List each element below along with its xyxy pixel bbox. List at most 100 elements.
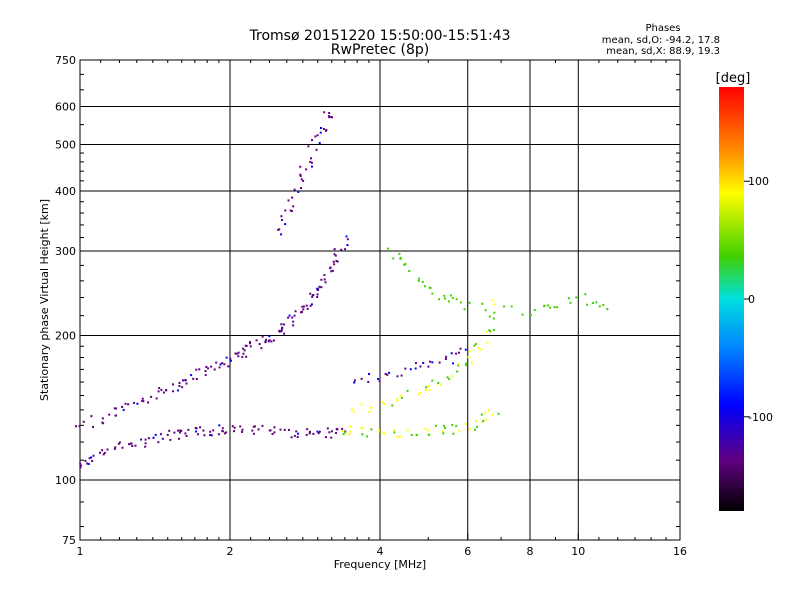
echo-point bbox=[210, 434, 213, 437]
echo-point bbox=[381, 400, 384, 403]
echo-point bbox=[159, 433, 162, 436]
echo-point bbox=[474, 343, 477, 346]
echo-point bbox=[366, 435, 369, 438]
echo-point bbox=[305, 433, 308, 436]
echo-point bbox=[484, 411, 487, 414]
echo-point bbox=[284, 223, 287, 226]
echo-point bbox=[278, 330, 281, 333]
echo-point bbox=[386, 373, 389, 376]
echo-point bbox=[225, 431, 228, 434]
echo-point bbox=[533, 309, 536, 312]
echo-point bbox=[486, 341, 489, 344]
echo-point bbox=[142, 400, 145, 403]
x-axis-ticks: 1 2 4 6 8 10 16 bbox=[77, 60, 687, 558]
echo-point bbox=[457, 351, 460, 354]
echo-point bbox=[487, 409, 490, 412]
colorbar: [deg] 100 0 -100 bbox=[716, 71, 773, 511]
echo-point bbox=[482, 420, 485, 423]
echo-point bbox=[330, 436, 333, 439]
stats-o-mode: mean, sd,O: -94.2, 17.8 bbox=[602, 35, 720, 46]
echo-point bbox=[273, 426, 276, 429]
echo-point bbox=[452, 362, 455, 365]
echo-point bbox=[219, 363, 222, 366]
echo-point bbox=[380, 431, 383, 434]
x-tick-label: 6 bbox=[464, 545, 471, 558]
echo-point bbox=[428, 388, 431, 391]
echo-point bbox=[223, 363, 226, 366]
echo-point bbox=[457, 364, 460, 367]
echo-point bbox=[404, 262, 407, 265]
echo-point bbox=[320, 286, 323, 289]
echo-point bbox=[464, 348, 467, 351]
echo-point bbox=[529, 313, 532, 316]
echo-point bbox=[127, 403, 130, 406]
echo-point bbox=[305, 168, 308, 171]
echo-point bbox=[309, 160, 312, 163]
echo-point bbox=[261, 424, 264, 427]
echo-point bbox=[128, 443, 131, 446]
echo-point bbox=[400, 396, 403, 399]
echo-point bbox=[185, 382, 188, 385]
echo-point bbox=[243, 349, 246, 352]
echo-point bbox=[480, 413, 483, 416]
echo-point bbox=[299, 173, 302, 176]
echo-point bbox=[296, 436, 299, 439]
echo-point bbox=[140, 438, 143, 441]
echo-point bbox=[270, 340, 273, 343]
echo-point bbox=[121, 405, 124, 408]
echo-point bbox=[233, 426, 236, 429]
echo-point bbox=[455, 298, 458, 301]
echo-point bbox=[147, 401, 150, 404]
grid-lines bbox=[80, 60, 680, 540]
echo-point bbox=[318, 430, 321, 433]
echo-point bbox=[141, 399, 144, 402]
echo-point bbox=[406, 429, 409, 432]
echo-point bbox=[448, 378, 451, 381]
echo-point bbox=[252, 425, 255, 428]
echo-point bbox=[323, 278, 326, 281]
echo-point bbox=[312, 432, 315, 435]
echo-point bbox=[388, 371, 391, 374]
echo-point bbox=[445, 355, 448, 358]
echo-point bbox=[438, 298, 441, 301]
echo-point bbox=[278, 228, 281, 231]
echo-point bbox=[79, 464, 82, 467]
echo-point bbox=[484, 418, 487, 421]
echo-point bbox=[199, 426, 202, 429]
echo-point bbox=[323, 111, 326, 114]
echo-point bbox=[242, 352, 245, 355]
echo-point bbox=[168, 429, 171, 432]
echo-point bbox=[367, 380, 370, 383]
echo-point bbox=[497, 412, 500, 415]
echo-point bbox=[184, 379, 187, 382]
echo-point bbox=[488, 315, 491, 318]
echo-point bbox=[157, 441, 160, 444]
echo-point bbox=[441, 430, 444, 433]
echo-point bbox=[341, 429, 344, 432]
echo-point bbox=[456, 370, 459, 373]
echo-point bbox=[451, 375, 454, 378]
echo-point bbox=[332, 260, 335, 263]
echo-point bbox=[342, 433, 345, 436]
echo-point bbox=[423, 285, 426, 288]
echo-point bbox=[335, 431, 338, 434]
echo-point bbox=[264, 340, 267, 343]
echo-point bbox=[424, 427, 427, 430]
echo-point bbox=[336, 428, 339, 431]
chart-subtitle: RwPretec (8p) bbox=[331, 42, 429, 58]
echo-point bbox=[468, 301, 471, 304]
y-tick-label: 200 bbox=[55, 330, 76, 343]
echo-point bbox=[417, 393, 420, 396]
echo-point bbox=[297, 190, 300, 193]
echo-point bbox=[429, 286, 432, 289]
echo-point bbox=[172, 390, 175, 393]
echo-point bbox=[253, 425, 256, 428]
echo-point bbox=[212, 429, 215, 432]
echo-point bbox=[330, 116, 333, 119]
echo-point bbox=[340, 248, 343, 251]
echo-point bbox=[442, 424, 445, 427]
echo-point bbox=[315, 148, 318, 151]
echo-point bbox=[316, 430, 319, 433]
x-tick-label: 16 bbox=[673, 545, 687, 558]
echo-point bbox=[284, 209, 287, 212]
